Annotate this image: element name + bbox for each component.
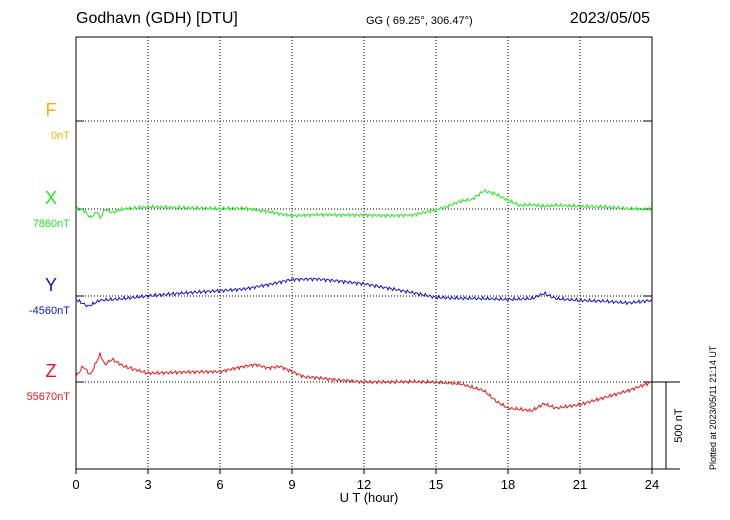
x-tick-label: 21 <box>573 477 587 492</box>
series-baseline-label-x: 7860nT <box>33 218 71 230</box>
series-line-z <box>75 352 653 412</box>
x-tick-label: 15 <box>429 477 443 492</box>
scale-bar-label: 500 nT <box>673 408 685 443</box>
x-tick-label: 6 <box>216 477 223 492</box>
x-tick-label: 24 <box>645 477 659 492</box>
series-lines <box>75 188 653 412</box>
series-line-y <box>75 277 653 308</box>
series-name-z: Z <box>46 361 57 381</box>
geographic-coordinates: GG ( 69.25°, 306.47°) <box>366 15 473 27</box>
series-baseline-label-z: 55670nT <box>27 391 71 403</box>
series-baseline-label-y: -4560nT <box>29 305 70 317</box>
x-tick-label: 18 <box>501 477 515 492</box>
series-name-x: X <box>45 188 57 208</box>
series-name-f: F <box>46 100 57 120</box>
baselines <box>76 120 652 383</box>
x-tick-label: 3 <box>144 477 151 492</box>
x-axis-ticks: 0 3 6 9 12 15 18 21 24 <box>72 469 659 492</box>
station-title: Godhavn (GDH) [DTU] <box>76 10 238 27</box>
series-labels: F 0nT X 7860nT Y -4560nT Z 55670nT <box>27 100 71 403</box>
plot-date: 2023/05/05 <box>569 10 650 27</box>
x-tick-label: 9 <box>288 477 295 492</box>
series-baseline-label-f: 0nT <box>51 130 70 142</box>
series-line-x <box>75 188 653 220</box>
x-axis-label: U T (hour) <box>340 490 399 505</box>
scale-bar: 500 nT <box>652 381 685 470</box>
x-tick-label: 0 <box>72 477 79 492</box>
series-name-y: Y <box>45 275 57 295</box>
grid <box>147 37 581 469</box>
x-tick-label: 12 <box>357 477 371 492</box>
